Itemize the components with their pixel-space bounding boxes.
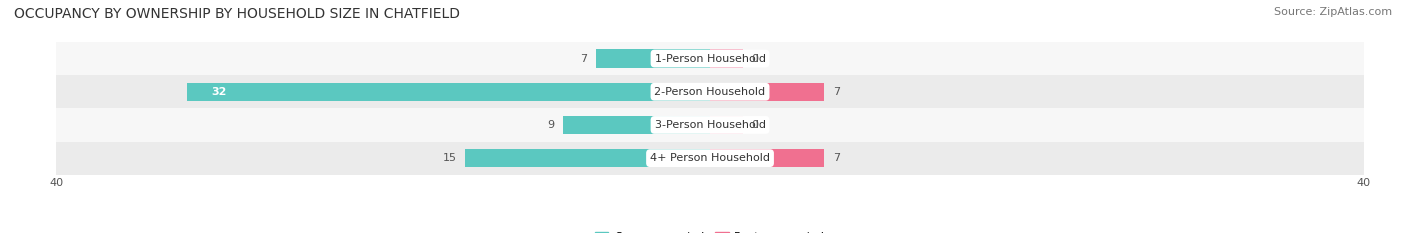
Bar — [710, 49, 742, 68]
Bar — [710, 149, 824, 167]
Bar — [710, 116, 742, 134]
Bar — [56, 142, 1364, 175]
Bar — [56, 75, 1364, 108]
Text: 7: 7 — [832, 153, 839, 163]
Text: 2-Person Household: 2-Person Household — [654, 87, 766, 97]
Bar — [562, 116, 710, 134]
Bar — [465, 149, 710, 167]
Text: 9: 9 — [547, 120, 555, 130]
Bar — [56, 42, 1364, 75]
Text: 4+ Person Household: 4+ Person Household — [650, 153, 770, 163]
Text: 0: 0 — [751, 120, 758, 130]
Text: 7: 7 — [581, 54, 588, 64]
Legend: Owner-occupied, Renter-occupied: Owner-occupied, Renter-occupied — [595, 232, 825, 233]
Text: 0: 0 — [751, 54, 758, 64]
Bar — [187, 83, 710, 101]
Bar — [596, 49, 710, 68]
Text: Source: ZipAtlas.com: Source: ZipAtlas.com — [1274, 7, 1392, 17]
Text: OCCUPANCY BY OWNERSHIP BY HOUSEHOLD SIZE IN CHATFIELD: OCCUPANCY BY OWNERSHIP BY HOUSEHOLD SIZE… — [14, 7, 460, 21]
Text: 15: 15 — [443, 153, 457, 163]
Bar — [710, 83, 824, 101]
Text: 7: 7 — [832, 87, 839, 97]
Text: 3-Person Household: 3-Person Household — [655, 120, 765, 130]
Bar — [56, 108, 1364, 142]
Text: 1-Person Household: 1-Person Household — [655, 54, 765, 64]
Text: 32: 32 — [211, 87, 226, 97]
